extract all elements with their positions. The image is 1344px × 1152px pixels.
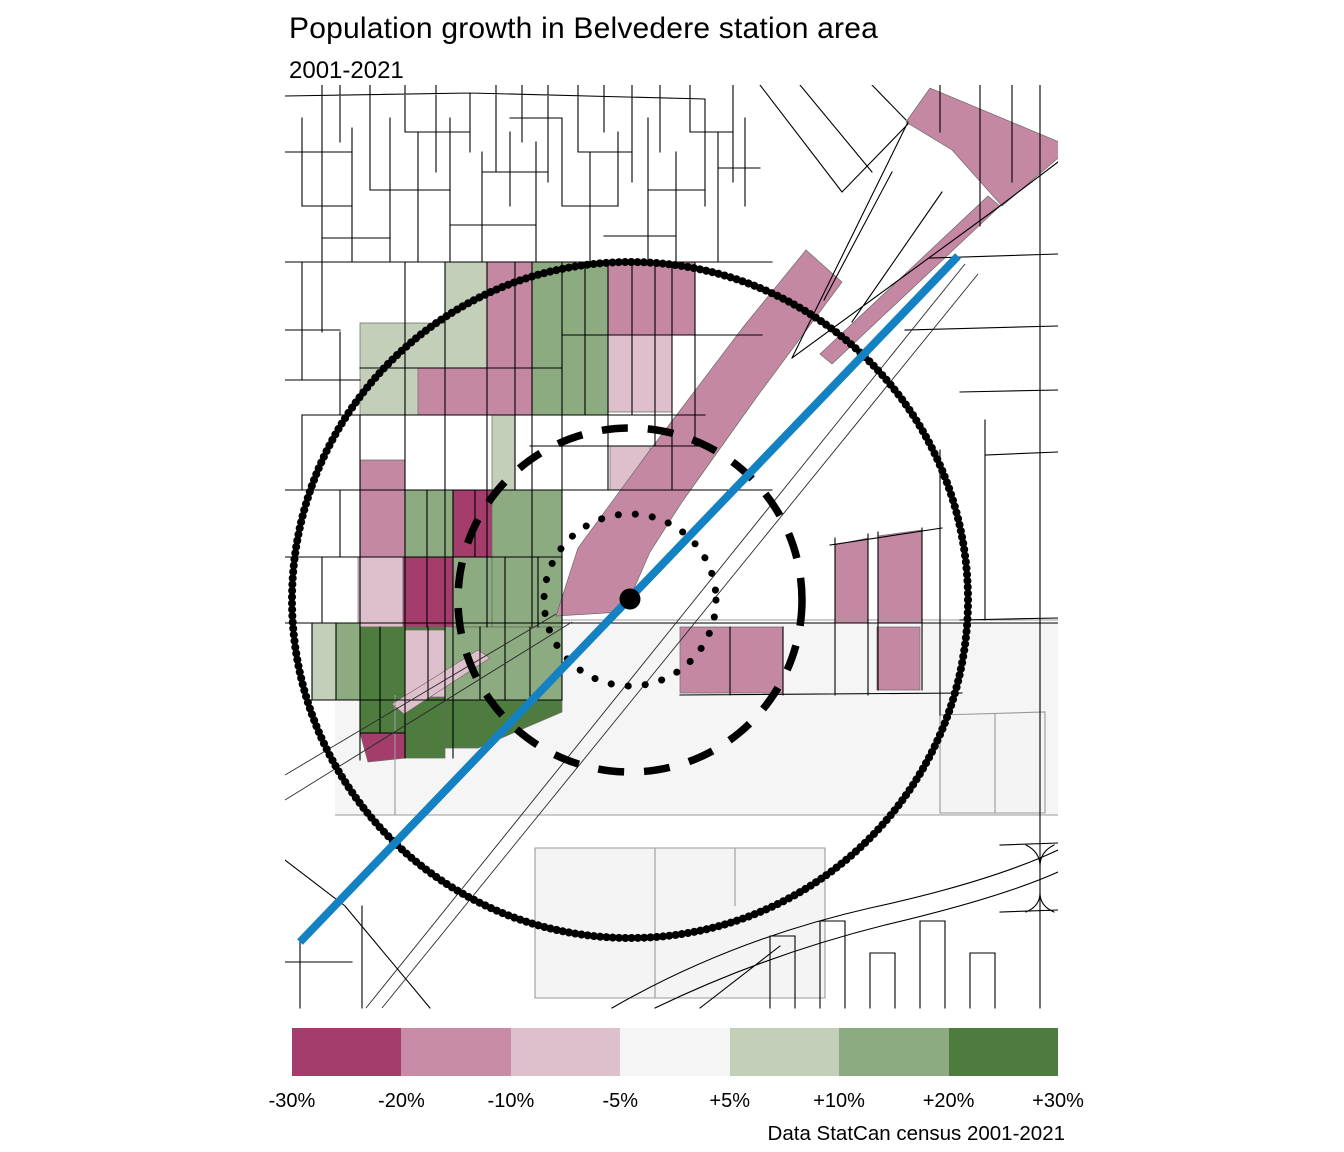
legend-label: -30% <box>268 1090 316 1112</box>
page-subtitle: 2001-2021 <box>289 57 404 84</box>
legend-label: +5% <box>709 1090 750 1112</box>
legend-swatch-2 <box>401 1028 511 1076</box>
legend-label: +20% <box>922 1090 975 1112</box>
data-source-caption: Data StatCan census 2001-2021 <box>767 1122 1065 1145</box>
legend-label: -5% <box>602 1090 639 1112</box>
legend-swatch-7 <box>948 1028 1058 1076</box>
legend-labels: -30% -20% -10% -5% +5% +10% +20% +30% <box>269 1090 1084 1114</box>
middle-buffer-ring-dashed <box>454 424 806 776</box>
legend-swatch-3 <box>510 1028 621 1076</box>
outer-buffer-ring <box>288 258 972 942</box>
parcel-outlines <box>335 619 1058 998</box>
legend-color-bar <box>292 1028 1058 1076</box>
page-title: Population growth in Belvedere station a… <box>289 12 878 45</box>
legend-label: -20% <box>378 1090 425 1112</box>
street-network <box>285 85 1058 1009</box>
legend-label: +30% <box>1032 1090 1084 1112</box>
legend-swatch-1 <box>292 1028 402 1076</box>
choropleth-polygons <box>311 87 1058 763</box>
legend-swatch-5 <box>729 1028 840 1076</box>
legend-swatch-6 <box>839 1028 949 1076</box>
legend-label: +10% <box>813 1090 865 1112</box>
inner-buffer-ring-dotted <box>540 510 720 690</box>
legend-swatch-4 <box>620 1028 730 1076</box>
legend-label: -10% <box>487 1090 535 1112</box>
station-marker <box>619 588 641 610</box>
